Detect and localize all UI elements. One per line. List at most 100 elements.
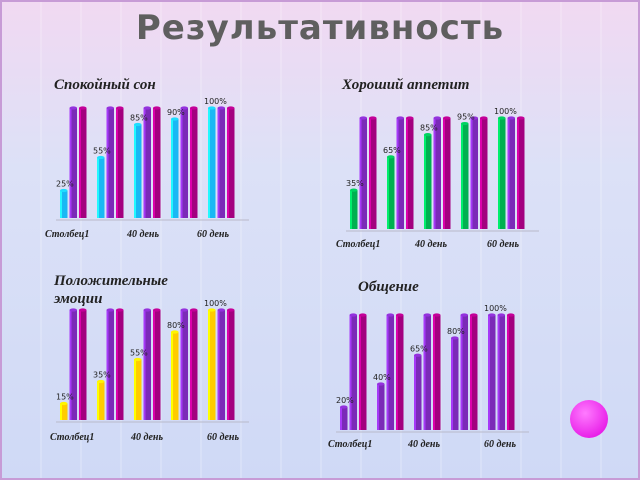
bar-cap <box>488 313 496 317</box>
bar-cap <box>396 313 404 317</box>
bar-highlight <box>153 310 155 420</box>
bar <box>423 315 431 430</box>
chart-title-communication: Общение <box>358 279 419 295</box>
bar-cap <box>134 122 142 127</box>
bar-highlight <box>190 108 192 218</box>
bar-cap <box>217 308 225 312</box>
bar <box>143 310 151 420</box>
bar-highlight <box>143 310 146 420</box>
bar <box>396 118 404 229</box>
bar-highlight <box>79 310 81 420</box>
bar <box>424 134 432 229</box>
bar-highlight <box>423 315 426 430</box>
bar <box>116 108 124 218</box>
bar-highlight <box>190 310 192 420</box>
bar-cap <box>79 106 87 110</box>
bar-cap <box>369 116 377 120</box>
bar <box>134 124 142 218</box>
bar-cap <box>396 116 404 120</box>
category-label: Столбец1 <box>50 432 94 443</box>
bar-cap <box>377 382 385 386</box>
bar-cap <box>387 155 395 159</box>
bar-highlight <box>424 134 426 229</box>
bar-highlight <box>171 332 173 420</box>
bar-highlight <box>69 108 72 218</box>
bar-cap <box>470 313 478 317</box>
bar <box>208 108 216 218</box>
bar-highlight <box>377 384 379 430</box>
bar <box>97 381 105 420</box>
bar-cap <box>217 106 225 110</box>
slide-title: Результативность <box>135 8 505 48</box>
data-label: 100% <box>494 107 517 116</box>
bar <box>180 310 188 420</box>
bar-highlight <box>217 108 220 218</box>
bar-cap <box>190 106 198 110</box>
bar-highlight <box>461 123 463 229</box>
bar <box>406 118 414 229</box>
bar-cap <box>134 357 142 362</box>
bar-cap <box>433 313 441 317</box>
bar-highlight <box>396 315 398 430</box>
category-label: 40 день <box>414 239 447 250</box>
bar-highlight <box>359 315 361 430</box>
bar-highlight <box>106 108 109 218</box>
data-label: 100% <box>204 97 227 106</box>
bar <box>180 108 188 218</box>
bar-cap <box>171 117 179 121</box>
category-label: 60 день <box>487 239 519 250</box>
bar-cap <box>359 116 367 120</box>
bar-highlight <box>116 310 118 420</box>
bar-cap <box>180 308 188 312</box>
bar-highlight <box>97 381 99 420</box>
bar-highlight <box>433 315 435 430</box>
category-label: 40 день <box>130 432 163 443</box>
bar <box>359 315 367 430</box>
data-label: 55% <box>93 147 111 156</box>
bar <box>190 108 198 218</box>
bar-highlight <box>97 157 99 218</box>
data-label: 85% <box>130 114 148 123</box>
bar <box>433 118 441 229</box>
bar <box>433 315 441 430</box>
bar-cap <box>227 308 235 312</box>
data-label: 20% <box>336 396 354 405</box>
bar <box>69 310 77 420</box>
bar-cap <box>507 116 515 120</box>
bar-cap <box>470 116 478 120</box>
bar-highlight <box>386 315 389 430</box>
data-label: 95% <box>457 113 475 122</box>
bar <box>171 332 179 420</box>
data-label: 25% <box>56 180 74 189</box>
bar-highlight <box>433 118 436 229</box>
bar <box>60 403 68 420</box>
bar <box>443 118 451 229</box>
bar <box>171 119 179 218</box>
bar <box>497 315 505 430</box>
bar <box>359 118 367 229</box>
category-label: 60 день <box>197 229 229 240</box>
bar-cap <box>423 313 431 317</box>
bar-cap <box>208 308 216 312</box>
bar-highlight <box>134 359 136 420</box>
bar <box>386 315 394 430</box>
bar <box>97 157 105 218</box>
bar <box>480 118 488 229</box>
bar-highlight <box>153 108 155 218</box>
bar <box>470 315 478 430</box>
bar-highlight <box>369 118 371 229</box>
data-label: 15% <box>56 393 74 402</box>
bar-highlight <box>470 315 472 430</box>
category-label: 40 день <box>126 229 159 240</box>
bar-highlight <box>396 118 399 229</box>
bar-highlight <box>517 118 519 229</box>
bar-cap <box>451 336 459 340</box>
bar-cap <box>69 308 77 312</box>
data-label: 55% <box>130 349 148 358</box>
bar-cap <box>349 313 357 317</box>
bar-highlight <box>227 310 229 420</box>
bar <box>377 384 385 430</box>
chart-title-sleep: Спокойный сон <box>54 77 156 93</box>
bar <box>217 310 225 420</box>
bar <box>116 310 124 420</box>
